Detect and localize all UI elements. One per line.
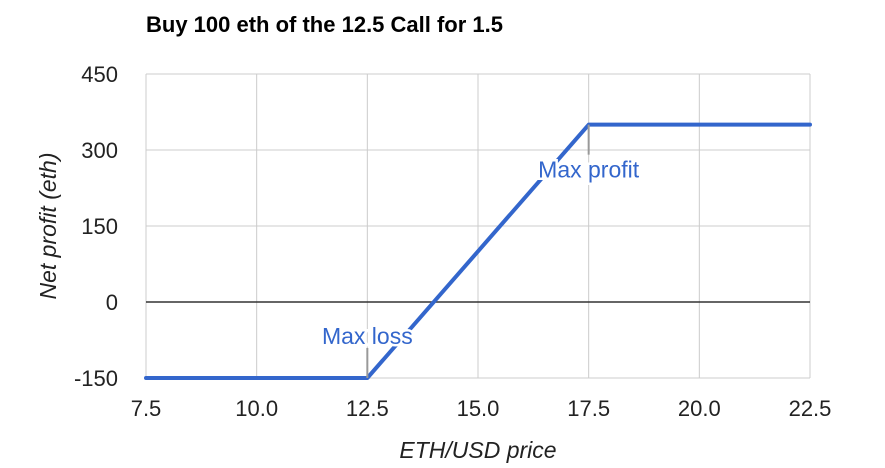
y-axis-label: Net profit (eth) xyxy=(35,153,61,300)
x-tick-label: 20.0 xyxy=(678,396,721,421)
x-axis-label: ETH/USD price xyxy=(399,437,556,463)
series-layer xyxy=(144,122,812,380)
annotation-label: Max loss xyxy=(322,323,413,349)
x-tick-label: 17.5 xyxy=(567,396,610,421)
y-tick-label: 0 xyxy=(106,290,118,315)
annotations-layer: Max loss Max profit xyxy=(319,124,642,378)
x-tick-label: 15.0 xyxy=(457,396,500,421)
payoff-line xyxy=(144,122,812,380)
x-axis-ticks: 7.5 10.0 12.5 15.0 17.5 20.0 22.5 xyxy=(131,396,832,421)
y-axis-ticks: 450 300 150 0 -150 xyxy=(74,62,118,391)
y-tick-label: 300 xyxy=(81,138,118,163)
y-tick-label: -150 xyxy=(74,366,118,391)
grid xyxy=(145,73,811,379)
x-tick-label: 12.5 xyxy=(346,396,389,421)
x-tick-label: 7.5 xyxy=(131,396,162,421)
chart-title: Buy 100 eth of the 12.5 Call for 1.5 xyxy=(146,12,503,37)
annotation-label: Max profit xyxy=(538,157,640,183)
x-tick-label: 10.0 xyxy=(235,396,278,421)
x-tick-label: 22.5 xyxy=(789,396,832,421)
y-tick-label: 150 xyxy=(81,214,118,239)
y-tick-label: 450 xyxy=(81,62,118,87)
